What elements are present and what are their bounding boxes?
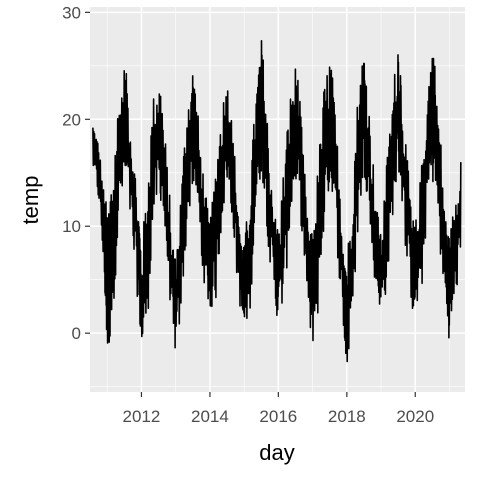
grid-major [90,7,465,392]
y-tick-label: 10 [62,217,81,236]
y-tick-label: 0 [72,324,81,343]
x-tick-label: 2016 [259,407,297,426]
y-axis: 0 10 20 30 [62,3,90,343]
temp-series-line [92,40,462,363]
y-axis-title: temp [18,176,43,225]
series-layer [92,40,462,363]
x-tick-label: 2012 [123,407,161,426]
x-tick-label: 2020 [396,407,434,426]
x-axis: 2012 2014 2016 2018 2020 [123,392,434,426]
x-tick-label: 2014 [191,407,229,426]
x-tick-label: 2018 [328,407,366,426]
y-tick-label: 30 [62,3,81,22]
y-tick-label: 20 [62,110,81,129]
x-axis-title: day [259,440,294,465]
